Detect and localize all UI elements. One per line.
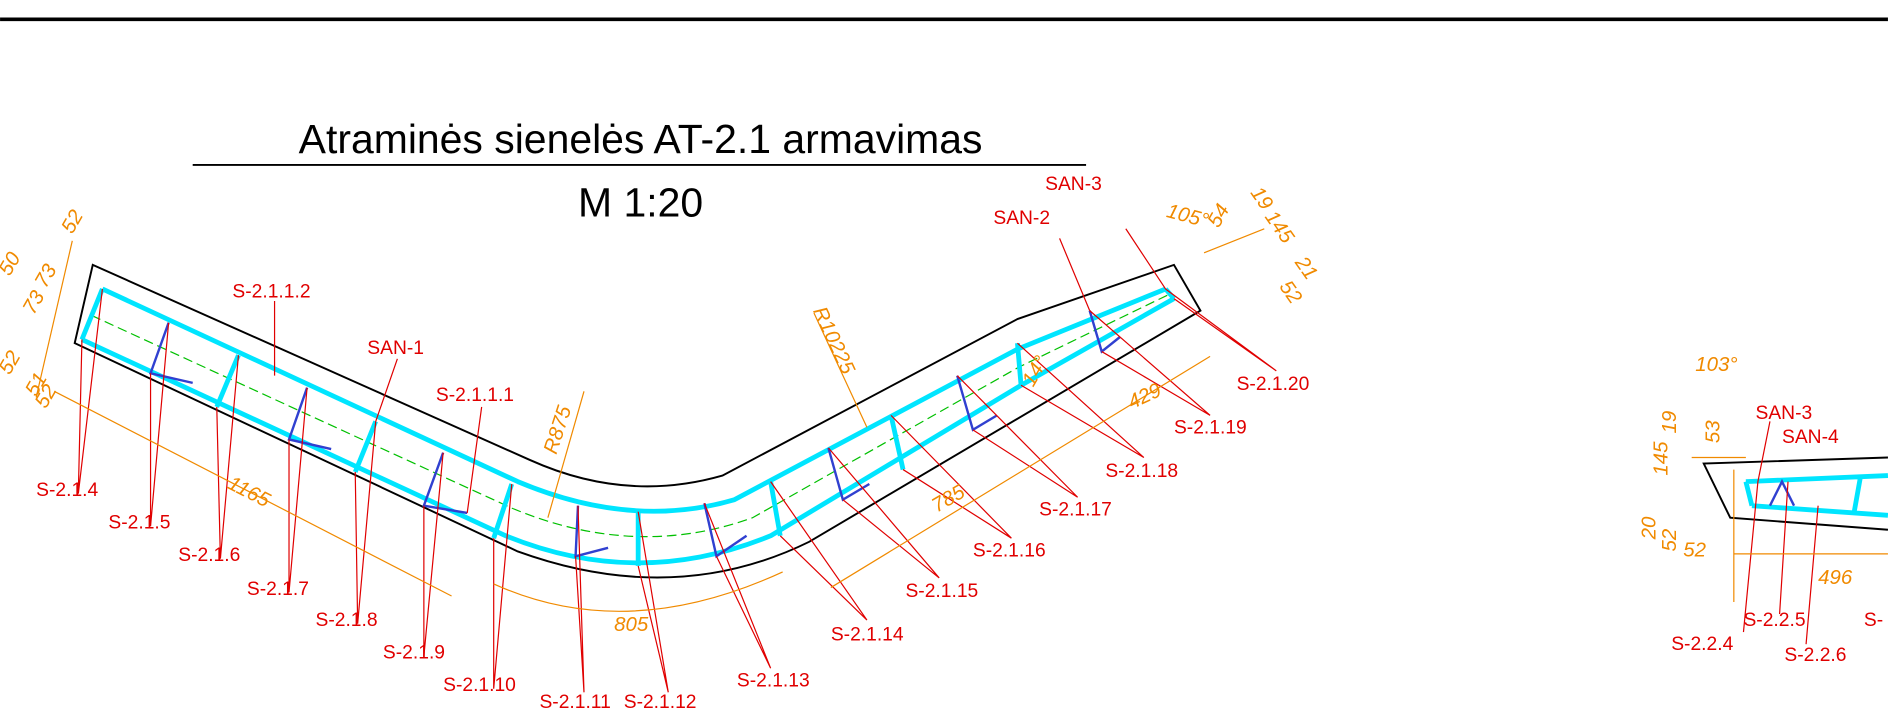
right-rebars (1746, 476, 1888, 516)
rebar-label: S-2.1.9 (383, 643, 445, 664)
dimension: 103° (1695, 353, 1737, 376)
rebar-label: S-2.1.7 (247, 579, 309, 600)
rebar-label: SAN-2 (993, 208, 1050, 229)
rebar-label: S-2.1.15 (905, 581, 978, 602)
rebar-label: S-2.1.12 (624, 692, 697, 713)
dimension: 54 (1203, 200, 1234, 231)
drawing-scale: M 1:20 (578, 180, 703, 226)
rebar-label: S-2.1.1.2 (232, 281, 310, 302)
rebar-bottom (82, 299, 1174, 563)
dimension: 52 (1683, 538, 1706, 561)
rebar-label: S-2.1.19 (1174, 417, 1247, 438)
dimension: 52 (0, 346, 26, 378)
right-stirrup (1770, 482, 1794, 506)
right-wall-outline (1704, 458, 1888, 530)
dimension: 1165 (224, 472, 274, 513)
dimension: 785 (928, 480, 970, 517)
rebar-label: S-2.1.6 (178, 545, 240, 566)
dimension: 805 (614, 613, 649, 636)
rebar-label: S-2.1.20 (1237, 374, 1310, 395)
drawing-title: Atraminės sienelės AT-2.1 armavimas (299, 116, 983, 162)
rebar-label: S-2.1.11 (539, 692, 610, 713)
dimension: R875 (539, 402, 576, 456)
rebar-label: S-2.1.10 (443, 675, 516, 696)
dimension: R10225 (808, 303, 859, 378)
dimension: 19 (1658, 411, 1681, 434)
rebar-label: S-2.1.14 (831, 625, 904, 646)
rebar-label: SAN-3 (1756, 403, 1813, 424)
rebar-label: S-2.1.17 (1039, 499, 1112, 520)
dimension: 52 (57, 206, 89, 238)
rebar-label: S- (1864, 610, 1883, 631)
dimension: 52 (1658, 528, 1681, 551)
rebar-label: S-2.2.4 (1671, 634, 1733, 655)
rebar-label: S-2.1.4 (36, 480, 98, 501)
page: {"header": {"title": "Atraminės sienelės… (0, 0, 1888, 720)
drawing: Atraminės sienelės AT-2.1 armavimas M 1:… (0, 0, 1888, 720)
rebar-label: S-2.2.6 (1784, 645, 1846, 666)
dimension: 50 (0, 248, 26, 280)
dimension: 496 (1818, 566, 1853, 589)
rebar-label: SAN-3 (1045, 174, 1102, 195)
rebar-label: S-2.1.18 (1105, 461, 1178, 482)
dimension: 73 (30, 260, 62, 292)
dimension: 53 (1701, 420, 1724, 443)
dimension: 73 (18, 286, 50, 318)
rebar-label: S-2.2.5 (1743, 610, 1805, 631)
rebar-label: SAN-1 (367, 338, 424, 359)
rebar-links (82, 289, 1174, 566)
dimension: 429 (1124, 379, 1165, 414)
rebar-label: S-2.1.1.1 (436, 385, 514, 406)
dimension: 145 (1260, 206, 1299, 248)
rebar-label: S-2.1.5 (108, 513, 170, 534)
dimension: 145 (1650, 441, 1673, 476)
rebar-label: SAN-4 (1782, 427, 1839, 448)
rebar-top (102, 289, 1165, 511)
rebar-label: S-2.1.13 (737, 670, 810, 691)
rebar-label: S-2.1.8 (316, 610, 378, 631)
rebar-label: S-2.1.16 (973, 540, 1046, 561)
